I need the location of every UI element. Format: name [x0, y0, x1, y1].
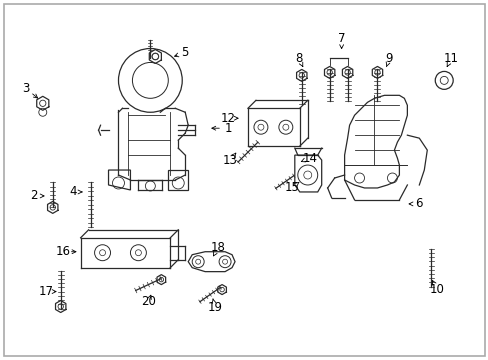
Text: 17: 17: [38, 285, 53, 298]
Text: 1: 1: [224, 122, 231, 135]
Text: 15: 15: [284, 181, 299, 194]
Text: 12: 12: [220, 112, 235, 125]
Text: 18: 18: [210, 241, 225, 254]
Text: 19: 19: [207, 301, 222, 314]
Text: 5: 5: [181, 46, 188, 59]
Text: 10: 10: [429, 283, 444, 296]
Text: 8: 8: [294, 52, 302, 65]
Text: 2: 2: [30, 189, 38, 202]
Text: 7: 7: [337, 32, 345, 45]
Text: 14: 14: [302, 152, 317, 165]
Text: 3: 3: [22, 82, 29, 95]
Text: 20: 20: [141, 295, 156, 308]
Text: 6: 6: [415, 197, 422, 210]
Text: 16: 16: [55, 245, 70, 258]
Text: 13: 13: [222, 154, 237, 167]
Text: 4: 4: [69, 185, 76, 198]
Text: 9: 9: [385, 52, 392, 65]
Text: 11: 11: [443, 52, 458, 65]
